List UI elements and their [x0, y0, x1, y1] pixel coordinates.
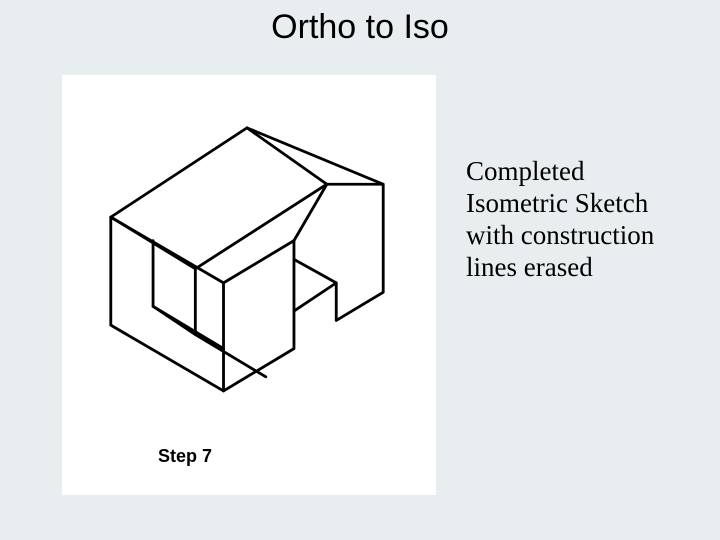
- isometric-drawing: [72, 95, 422, 405]
- figure-panel: Step 7: [62, 75, 436, 495]
- figure-caption: Completed Isometric Sketch with construc…: [466, 156, 676, 283]
- page-title: Ortho to Iso: [0, 8, 720, 47]
- step-label: Step 7: [158, 446, 212, 467]
